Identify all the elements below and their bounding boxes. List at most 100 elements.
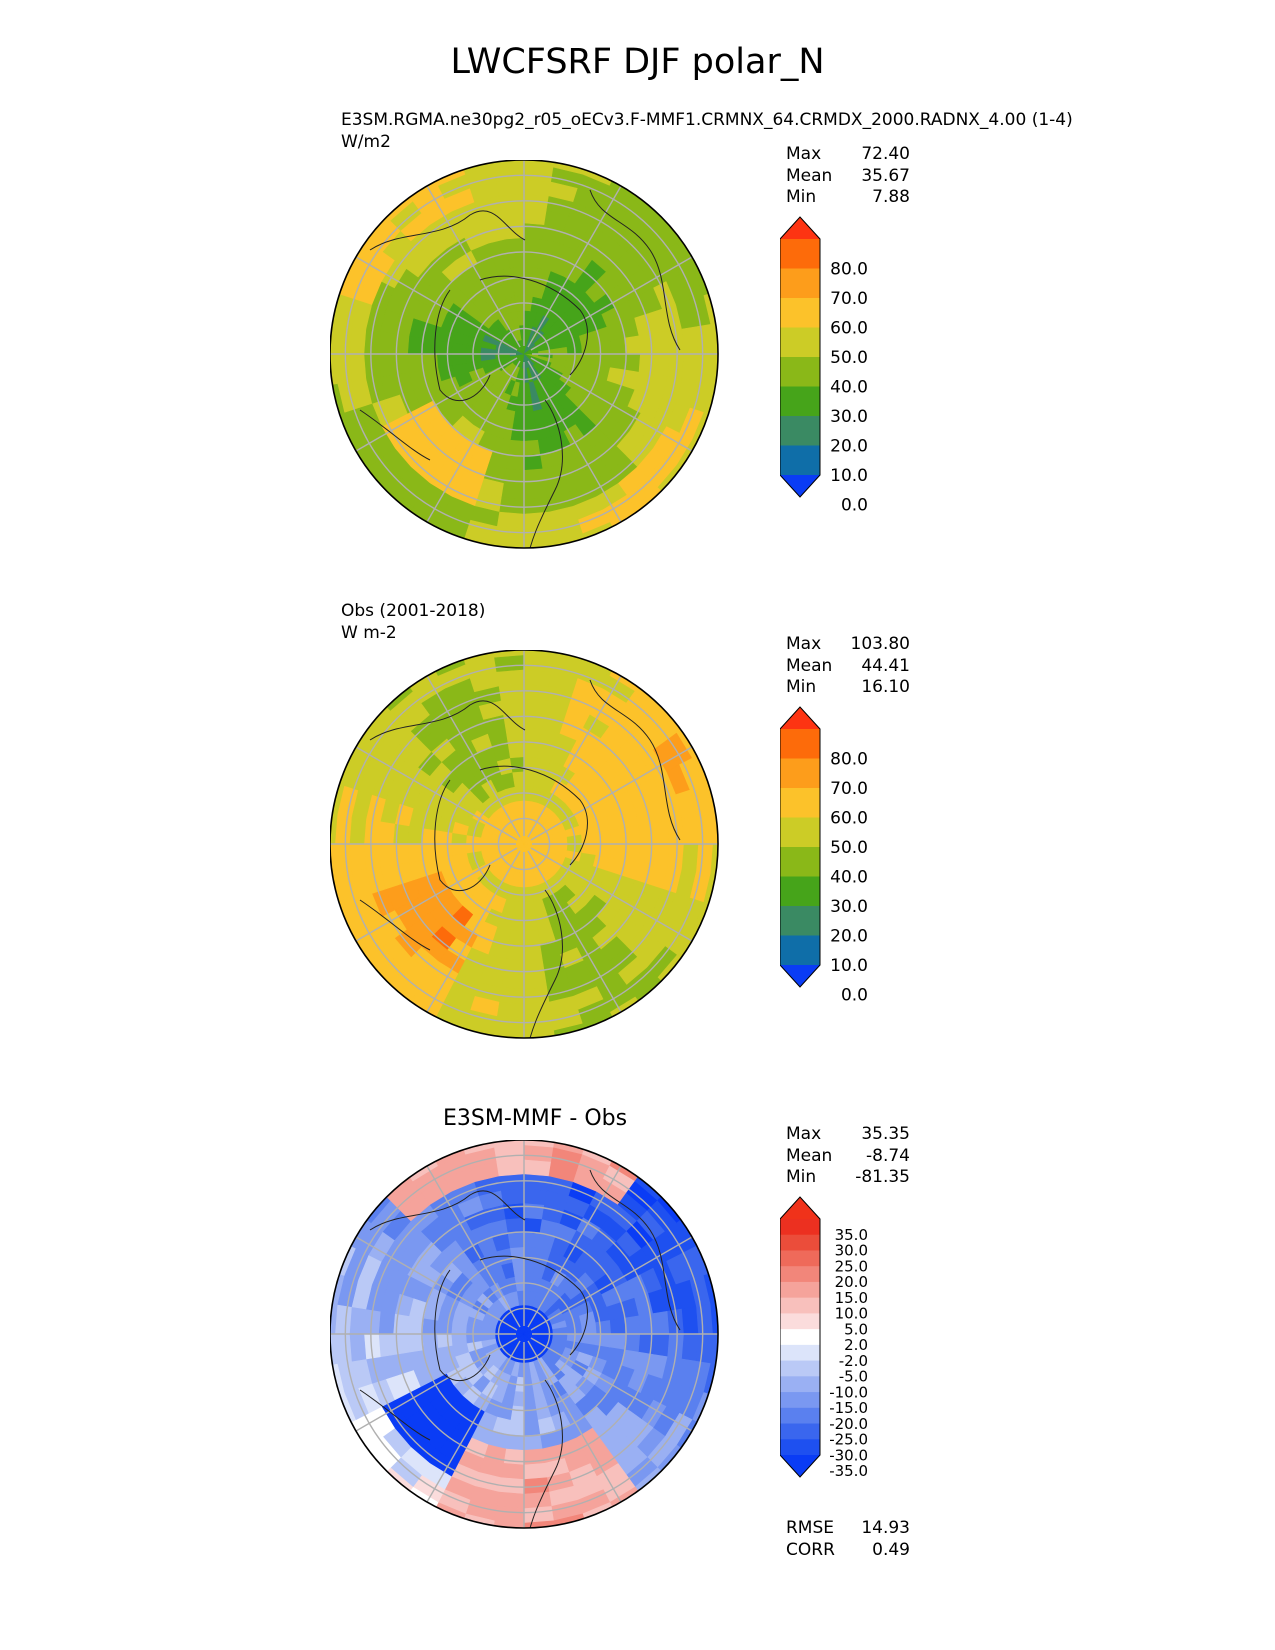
colorbar-tick-label: -10.0 bbox=[829, 1383, 868, 1401]
coastline bbox=[434, 1269, 491, 1382]
map-cell bbox=[523, 526, 554, 544]
map-cell bbox=[523, 1405, 539, 1422]
map-cell bbox=[624, 335, 641, 355]
map-cell bbox=[349, 816, 367, 845]
stat-value: 103.80 bbox=[850, 634, 910, 654]
map-cell bbox=[407, 335, 424, 355]
map-cell bbox=[507, 439, 525, 457]
colorbar-bin bbox=[780, 935, 820, 966]
map-cell bbox=[523, 208, 548, 226]
map-field bbox=[330, 650, 718, 1038]
map-cell bbox=[349, 326, 367, 355]
longitude-gridline bbox=[355, 1337, 518, 1432]
stat-value: 16.10 bbox=[861, 677, 910, 697]
map-cell bbox=[696, 324, 714, 355]
colorbar-bin bbox=[780, 1423, 820, 1440]
map-cell bbox=[710, 353, 718, 387]
map-cell bbox=[681, 1306, 699, 1335]
map-cell bbox=[349, 1333, 367, 1362]
map-cell bbox=[638, 1313, 656, 1335]
map-cell bbox=[595, 1319, 612, 1335]
map-cell bbox=[523, 712, 545, 730]
map-cell bbox=[523, 540, 557, 548]
coastline bbox=[369, 210, 526, 251]
map-cell bbox=[523, 727, 543, 744]
map-cell bbox=[330, 321, 338, 355]
longitude-gridline bbox=[426, 1340, 521, 1503]
map-cell bbox=[523, 1159, 552, 1177]
map-cell bbox=[334, 324, 352, 355]
longitude-gridline bbox=[426, 850, 521, 1013]
colorbar-tick-label: 40.0 bbox=[830, 377, 868, 397]
map-cell bbox=[378, 330, 396, 355]
map-cell bbox=[509, 756, 525, 773]
map-cell bbox=[436, 843, 453, 859]
map-cell bbox=[496, 669, 525, 687]
map-cell bbox=[349, 353, 367, 382]
map-cell bbox=[503, 1448, 525, 1466]
coastline bbox=[359, 409, 431, 461]
map-cell bbox=[496, 1001, 525, 1019]
map-cell bbox=[652, 330, 670, 355]
colorbar-tick-label: 80.0 bbox=[830, 749, 868, 769]
colorbar-tick-label: -20.0 bbox=[829, 1415, 868, 1433]
map-cell bbox=[638, 1333, 656, 1355]
stat-label: Max bbox=[786, 144, 822, 164]
map-cell bbox=[330, 1333, 338, 1367]
colorbar-bin bbox=[780, 788, 820, 818]
map-cell bbox=[523, 1188, 548, 1206]
map-cell bbox=[652, 1310, 670, 1335]
map-cell bbox=[624, 843, 641, 863]
longitude-gridline bbox=[527, 675, 622, 838]
map-border bbox=[330, 160, 719, 549]
colorbar-tick-label: 20.0 bbox=[830, 926, 868, 946]
colorbar-bin bbox=[780, 847, 820, 877]
map-cell bbox=[509, 266, 525, 283]
stat-label: Mean bbox=[786, 165, 833, 186]
stat-label: Mean bbox=[786, 1145, 833, 1166]
colorbar-bin bbox=[780, 876, 820, 907]
map-cell bbox=[624, 825, 641, 845]
colorbar-bin bbox=[780, 817, 820, 848]
map-cell bbox=[494, 1016, 525, 1034]
colorbar-tick-label: 0.0 bbox=[841, 985, 868, 1005]
map-cell bbox=[710, 1333, 718, 1367]
longitude-gridline bbox=[530, 357, 693, 452]
stat-label: Max bbox=[786, 1124, 822, 1144]
colorbar-bin bbox=[780, 445, 820, 476]
map-cell bbox=[512, 770, 525, 787]
map-cell bbox=[491, 650, 525, 658]
coastline bbox=[524, 399, 563, 548]
map-cell bbox=[523, 1419, 541, 1437]
map-cell bbox=[500, 482, 525, 500]
colorbar-tick-label: -2.0 bbox=[839, 1352, 868, 1370]
map-cell bbox=[523, 454, 543, 471]
coastline bbox=[479, 1255, 588, 1356]
longitude-gridline bbox=[355, 357, 518, 452]
map-cell bbox=[392, 333, 410, 355]
longitude-gridline bbox=[530, 847, 693, 942]
colorbar-tick-label: 40.0 bbox=[830, 867, 868, 887]
map-cell bbox=[652, 843, 670, 868]
longitude-gridline bbox=[527, 850, 622, 1013]
stat-value: 44.41 bbox=[861, 655, 910, 676]
map-cell bbox=[523, 650, 557, 658]
map-cell bbox=[507, 1419, 525, 1437]
map-cell bbox=[624, 1333, 641, 1353]
colorbar-extend-max bbox=[780, 1197, 820, 1219]
coastline bbox=[369, 700, 526, 741]
longitude-gridline bbox=[527, 1165, 622, 1328]
map-cell bbox=[392, 1333, 410, 1355]
metric-value: 0.49 bbox=[872, 1539, 910, 1560]
map-cell bbox=[507, 741, 525, 759]
map-cell bbox=[523, 468, 545, 486]
colorbar-bin bbox=[780, 386, 820, 417]
longitude-gridline bbox=[426, 1165, 521, 1328]
colorbar-tick-label: 80.0 bbox=[830, 259, 868, 279]
coastline bbox=[524, 1379, 563, 1528]
map-cell bbox=[523, 164, 554, 182]
colorbar-difference: 35.030.025.020.015.010.05.02.0-2.0-5.0-1… bbox=[780, 1196, 868, 1480]
coastline bbox=[524, 889, 563, 1038]
colorbar-extend-max bbox=[780, 217, 820, 239]
colorbar-bin bbox=[780, 268, 820, 299]
